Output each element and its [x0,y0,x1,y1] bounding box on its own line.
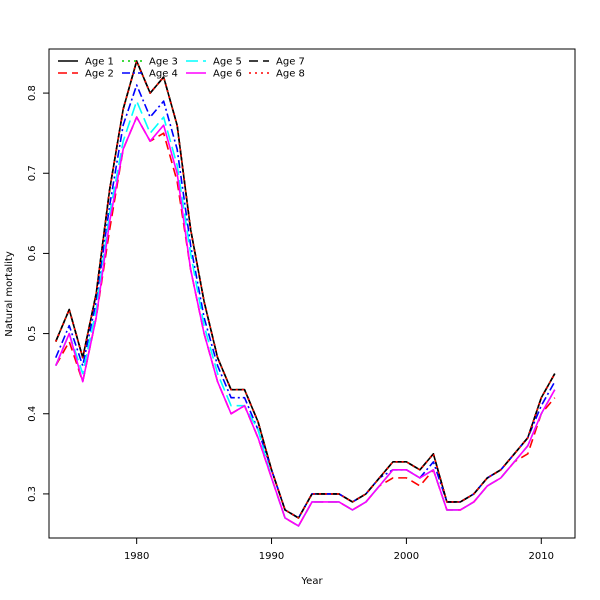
x-tick-label: 1980 [124,551,149,562]
x-tick-label: 2000 [394,551,419,562]
series-line-age-6 [55,116,556,527]
legend-label: Age 2 [85,69,114,80]
y-axis: 0.3 0.4 0.5 0.6 0.7 0.8 [27,85,49,502]
y-tick-label: 0.4 [27,406,38,422]
x-axis-label: Year [300,576,323,587]
series-lines [55,60,556,527]
legend-label: Age 1 [85,57,114,68]
legend-label: Age 8 [276,69,305,80]
legend-label: Age 3 [149,57,178,68]
x-tick-label: 2010 [529,551,554,562]
plot-frame [48,48,576,539]
legend-label: Age 7 [276,57,305,68]
legend-label: Age 4 [149,69,178,80]
legend-label: Age 6 [213,69,242,80]
y-tick-label: 0.6 [27,245,38,261]
x-axis: 1980 1990 2000 2010 [124,538,554,562]
y-tick-label: 0.7 [27,165,38,181]
y-tick-label: 0.3 [27,486,38,502]
y-tick-label: 0.8 [27,85,38,101]
legend-label: Age 5 [213,57,242,68]
x-tick-label: 1990 [259,551,284,562]
y-axis-label: Natural mortality [4,251,15,337]
series-line-age-7 [55,60,556,519]
y-tick-label: 0.5 [27,326,38,342]
series-line-age-4 [55,84,556,519]
